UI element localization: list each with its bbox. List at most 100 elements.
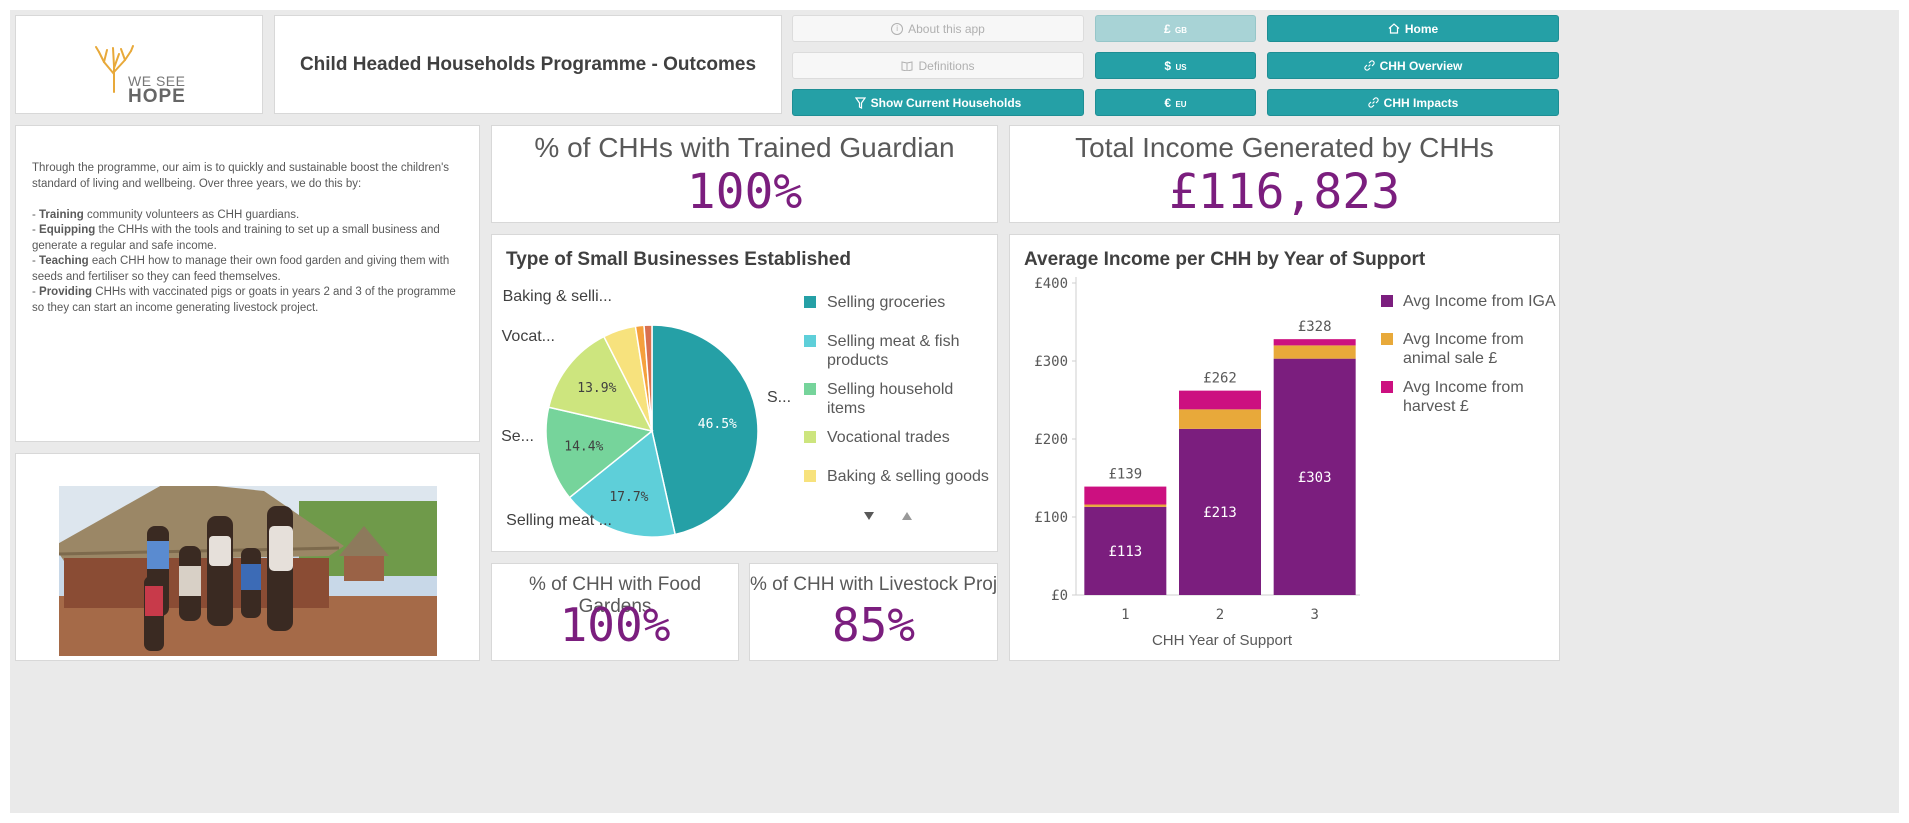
logo-text-top: WE SEE	[128, 73, 186, 89]
bar-segment[interactable]	[1273, 339, 1356, 346]
y-tick-label: £300	[1034, 354, 1068, 370]
info-icon: i	[891, 22, 904, 35]
about-label: About this app	[908, 21, 985, 36]
outer-slice-label: Baking & selli...	[503, 288, 612, 305]
filter-icon	[854, 96, 866, 109]
legend-swatch	[804, 383, 816, 395]
chh-overview-label: CHH Overview	[1379, 58, 1463, 73]
chart-title: Average Income per CHH by Year of Suppor…	[1024, 249, 1426, 270]
pie-chart: 46.5% 17.7% 14.4% 13.9% S... Selling meat ...…	[501, 288, 989, 538]
kpi-value: 100%	[686, 164, 803, 220]
chart-title: Type of Small Businesses Established	[506, 249, 851, 270]
photo-panel	[15, 453, 480, 661]
bar-segment[interactable]	[1084, 504, 1167, 507]
bar-chart-panel: Average Income per CHH by Year of Suppor…	[1009, 234, 1560, 661]
kpi-value: 100%	[559, 598, 671, 652]
legend-label[interactable]: Selling meat & fish products	[827, 333, 960, 369]
x-axis-title: CHH Year of Support	[1152, 632, 1293, 649]
link-icon	[1368, 97, 1379, 108]
description-panel: Through the programme, our aim is to qui…	[15, 125, 480, 442]
logo-tree-icon	[95, 45, 134, 93]
slice-label: 17.7%	[609, 490, 648, 505]
description-item: - Training community volunteers as CHH g…	[32, 208, 300, 221]
legend-label[interactable]: Baking & selling goods	[827, 468, 989, 485]
bar-total-label: £262	[1203, 371, 1237, 387]
pie-slice[interactable]	[643, 324, 653, 432]
legend-label[interactable]: Avg Income from harvest £	[1403, 379, 1524, 415]
link-icon	[1363, 60, 1375, 71]
y-tick-label: £0	[1051, 588, 1068, 604]
pie-slice[interactable]	[547, 335, 654, 433]
bar-value-label: £303	[1298, 470, 1332, 486]
legend-swatch	[1381, 295, 1393, 307]
description-item: - Providing CHHs with vaccinated pigs or…	[32, 286, 456, 314]
kpi-title: % of CHH with Livestock Proje...	[750, 574, 997, 595]
title-panel: Child Headed Households Programme - Outc…	[274, 15, 782, 114]
legend-swatch	[804, 335, 816, 347]
legend-label[interactable]: Vocational trades	[827, 429, 950, 446]
legend-swatch	[1381, 333, 1393, 345]
bar-total-label: £139	[1108, 467, 1142, 483]
legend-label[interactable]: Selling groceries	[827, 294, 945, 311]
description-item: - Teaching each CHH how to manage their …	[32, 255, 450, 283]
legend-swatch	[1381, 381, 1393, 393]
family-photo	[59, 486, 437, 656]
show-current-label: Show Current Households	[870, 95, 1022, 110]
about-button[interactable]: i About this app	[792, 15, 1084, 42]
bar-segment[interactable]	[1179, 428, 1261, 595]
kpi-value: £116,823	[1168, 164, 1401, 220]
slice-label: 46.5%	[698, 417, 737, 432]
legend-swatch	[804, 470, 816, 482]
currency-eur-button[interactable]: € EU	[1095, 89, 1256, 116]
pie-slice[interactable]	[651, 324, 759, 536]
home-label: Home	[1404, 21, 1439, 36]
bar-segment[interactable]	[1084, 506, 1167, 595]
chh-overview-button[interactable]: CHH Overview	[1267, 52, 1559, 79]
bar-segment[interactable]	[1273, 345, 1356, 359]
legend-label[interactable]: Avg Income from IGA £	[1403, 293, 1559, 310]
kpi-title: Total Income Generated by CHHs	[1075, 132, 1494, 163]
y-tick-label: £200	[1034, 432, 1068, 448]
bar-segment[interactable]	[1179, 409, 1261, 429]
legend-swatch	[804, 296, 816, 308]
kpi-value: 85%	[831, 598, 916, 652]
page-title: Child Headed Households Programme - Outc…	[299, 54, 757, 75]
bar-total-label: £328	[1298, 319, 1332, 335]
legend-swatch	[804, 431, 816, 443]
pie-slice[interactable]	[568, 429, 677, 538]
chh-impacts-label: CHH Impacts	[1383, 95, 1459, 110]
dashboard: WE SEE HOPE Child Headed Households Prog…	[10, 10, 1899, 813]
book-icon	[901, 60, 913, 71]
currency-usd-button[interactable]: $ US	[1095, 52, 1256, 79]
slice-label: 13.9%	[577, 381, 616, 396]
legend-label[interactable]: Selling household items	[827, 381, 953, 417]
bar-chart: £0 £100 £200 £300 £400 £113 £139 1 £213 £262 2 £303…	[1034, 276, 1559, 649]
description-item: - Equipping the CHHs with the tools and …	[32, 224, 440, 252]
kpi-title: % of CHHs with Trained Guardian	[534, 132, 955, 163]
currency-gbp-button[interactable]: £ GB	[1095, 15, 1256, 42]
home-icon	[1388, 23, 1400, 34]
kpi-title: % of CHH with Food Gardens	[528, 574, 702, 617]
outer-slice-label: Vocat...	[502, 328, 555, 345]
legend-label[interactable]: Avg Income from animal sale £	[1403, 331, 1524, 367]
y-tick-label: £100	[1034, 510, 1068, 526]
show-current-households-button[interactable]: Show Current Households	[792, 89, 1084, 116]
bar-segment[interactable]	[1084, 486, 1167, 505]
kpi-livestock: % of CHH with Livestock Proje... 85%	[749, 563, 998, 661]
bar-value-label: £213	[1203, 505, 1237, 521]
chh-impacts-button[interactable]: CHH Impacts	[1267, 89, 1559, 116]
definitions-button[interactable]: Definitions	[792, 52, 1084, 79]
pie-slice[interactable]	[545, 406, 654, 499]
legend-scroll-up-icon[interactable]	[902, 512, 912, 520]
legend-scroll-down-icon[interactable]	[864, 512, 874, 520]
slice-label: 14.4%	[564, 440, 603, 455]
kpi-food-gardens: % of CHH with Food Gardens 100%	[491, 563, 739, 661]
outer-slice-label: Selling meat ...	[506, 512, 612, 529]
kpi-trained-guardian: % of CHHs with Trained Guardian 100%	[491, 125, 998, 223]
home-button[interactable]: Home	[1267, 15, 1559, 42]
bar-segment[interactable]	[1273, 358, 1356, 595]
x-tick-label: 2	[1216, 607, 1224, 623]
pie-chart-panel: Type of Small Businesses Established 46.…	[491, 234, 998, 552]
outer-slice-label: S...	[767, 389, 791, 406]
bar-segment[interactable]	[1179, 390, 1261, 410]
